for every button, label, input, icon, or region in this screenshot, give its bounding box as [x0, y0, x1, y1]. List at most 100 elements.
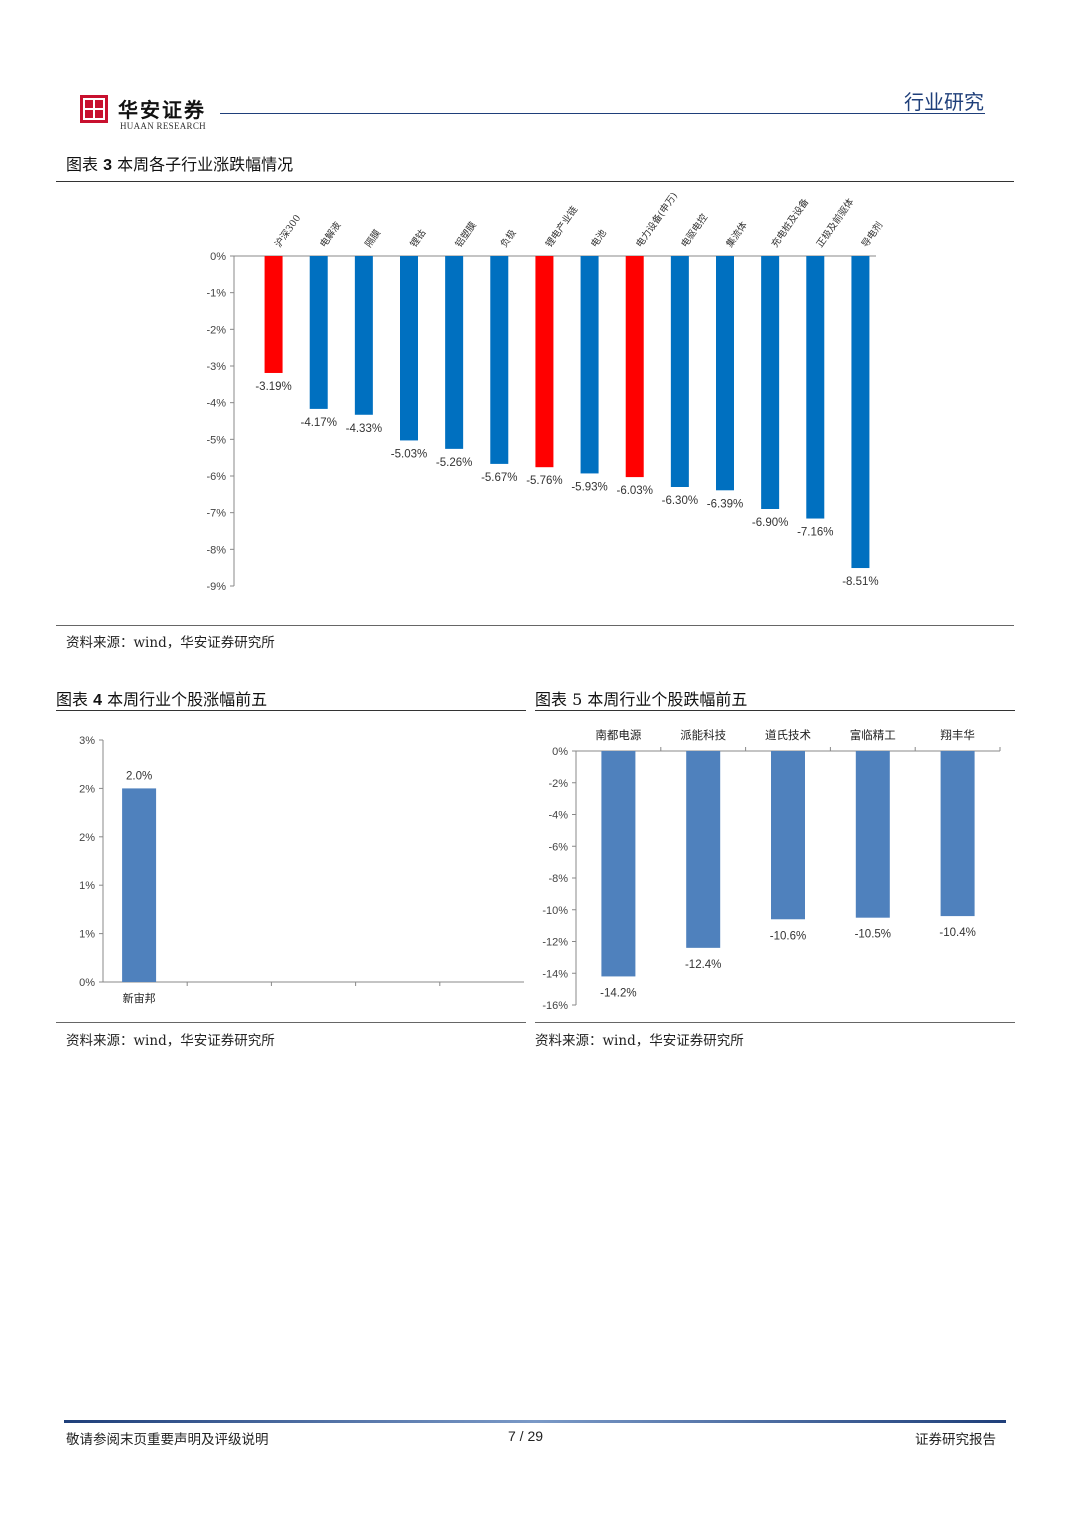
bar [855, 751, 890, 918]
y-tick-label: -6% [548, 841, 568, 853]
figure-5-top-rule [535, 710, 1015, 711]
bar [122, 788, 157, 982]
figure-5-chart: 0% -2% -4% -6% -8% -10% -12% -14% -16% -14.2% 南都电源… [542, 728, 1001, 1012]
bar [771, 751, 805, 920]
y-tick-label: 2% [79, 832, 95, 844]
category-label: 富临精工 [850, 728, 896, 742]
y-tick-label: 3% [79, 735, 95, 747]
figure-5-title: 图表 5 本周行业个股跌幅前五 [535, 686, 747, 710]
y-tick-label: -8% [548, 873, 568, 885]
figure-4-label: 图表 [56, 690, 89, 709]
bar [535, 256, 554, 468]
value-label: -10.5% [855, 929, 891, 941]
bar [354, 256, 373, 415]
y-tick-label: -12% [542, 937, 568, 949]
y-tick-label: -14% [542, 968, 568, 980]
figure-4-top-rule [56, 710, 526, 711]
bar [686, 751, 721, 948]
value-label: -6.03% [616, 485, 652, 497]
figure-3-title: 图表 3 本周各子行业涨跌幅情况 [66, 151, 293, 175]
value-label: -12.4% [685, 959, 721, 971]
bar [940, 751, 975, 917]
category-label: 南都电源 [595, 728, 641, 742]
category-label: 正极及前驱体 [814, 196, 857, 250]
bar [309, 256, 328, 409]
category-label: 充电桩及设备 [769, 196, 812, 250]
y-tick-label: 0% [79, 977, 95, 989]
category-label: 派能科技 [680, 728, 726, 742]
value-label: -10.6% [770, 930, 806, 942]
category-label: 电池 [588, 227, 609, 250]
value-label: -4.33% [346, 423, 382, 435]
value-label: -5.93% [571, 481, 607, 493]
bar [851, 256, 870, 569]
logo-icon [80, 95, 108, 123]
page-number: 7 / 29 [508, 1428, 544, 1444]
y-tick-label: 1% [79, 880, 95, 892]
figure-4-title: 图表 4 本周行业个股涨幅前五 [56, 686, 267, 710]
figure-3-bottom-rule [56, 625, 1014, 626]
bar [625, 256, 644, 478]
figure-3-label: 图表 [66, 155, 99, 174]
figure-4-bottom-rule [56, 1022, 526, 1023]
category-label: 新宙邦 [123, 991, 156, 1005]
category-label: 导电剂 [859, 219, 885, 249]
figure-3-top-rule [56, 181, 1014, 182]
y-tick-label: -5% [206, 434, 226, 446]
logo-subtitle: HUAAN RESEARCH [120, 121, 206, 131]
header-divider [220, 113, 985, 114]
value-label: -6.90% [752, 517, 788, 529]
category-label: 沪深300 [272, 212, 303, 249]
section-label: 行业研究 [904, 90, 984, 114]
figure-5-number: 5 [572, 690, 583, 709]
footer-disclaimer: 敬请参阅末页重要声明及评级说明 [66, 1432, 269, 1448]
y-tick-label: -2% [548, 778, 568, 790]
y-tick-label: -8% [206, 544, 226, 556]
bar [400, 256, 418, 441]
category-label: 锂钴 [408, 227, 429, 250]
figure-5-source: 资料来源：wind，华安证券研究所 [535, 1033, 744, 1049]
footer-divider [64, 1420, 1006, 1423]
y-tick-label: 0% [552, 746, 568, 758]
figure-5-caption: 本周行业个股跌幅前五 [587, 690, 748, 709]
y-tick-label: -2% [206, 324, 226, 336]
value-label: -4.17% [300, 417, 336, 429]
value-label: -6.39% [707, 498, 743, 510]
figure-5-label: 图表 [535, 690, 568, 709]
category-label: 翔丰华 [940, 728, 975, 742]
value-label: -5.76% [526, 475, 562, 487]
value-label: -6.30% [662, 495, 698, 507]
bar [761, 256, 780, 509]
y-tick-label: 0% [210, 251, 226, 263]
figure-4-number: 4 [93, 692, 103, 709]
value-label: -14.2% [600, 987, 636, 999]
bar [445, 256, 464, 449]
value-label: -5.67% [481, 472, 517, 484]
y-tick-label: -4% [548, 810, 568, 822]
bar [264, 256, 283, 373]
logo-text: 华安证券 [118, 98, 206, 122]
value-label: 2.0% [126, 770, 152, 782]
bar [490, 256, 509, 464]
bar [580, 256, 599, 474]
y-tick-label: -1% [206, 288, 226, 300]
value-label: -8.51% [842, 576, 878, 588]
y-tick-label: 2% [79, 783, 95, 795]
category-label: 负极 [498, 227, 519, 250]
y-tick-label: -16% [542, 1000, 568, 1012]
bar [670, 256, 689, 487]
y-tick-label: -10% [542, 905, 568, 917]
figure-3-caption: 本周各子行业涨跌幅情况 [117, 155, 294, 174]
category-label: 道氏技术 [765, 728, 811, 742]
bar [601, 751, 636, 977]
value-label: -5.26% [436, 457, 472, 469]
value-label: -10.4% [939, 927, 975, 939]
figure-3-chart: 0% -1% -2% -3% -4% -5% -6% -7% -8% -9% -3.19% 沪深300… [206, 190, 885, 593]
y-tick-label: 1% [79, 929, 95, 941]
footer-report-type: 证券研究报告 [915, 1432, 996, 1448]
category-label: 锂电产业链 [543, 204, 580, 250]
figure-4-source: 资料来源：wind，华安证券研究所 [66, 1033, 275, 1049]
y-tick-label: -6% [206, 471, 226, 483]
y-tick-label: -3% [206, 361, 226, 373]
value-label: -7.16% [797, 527, 833, 539]
